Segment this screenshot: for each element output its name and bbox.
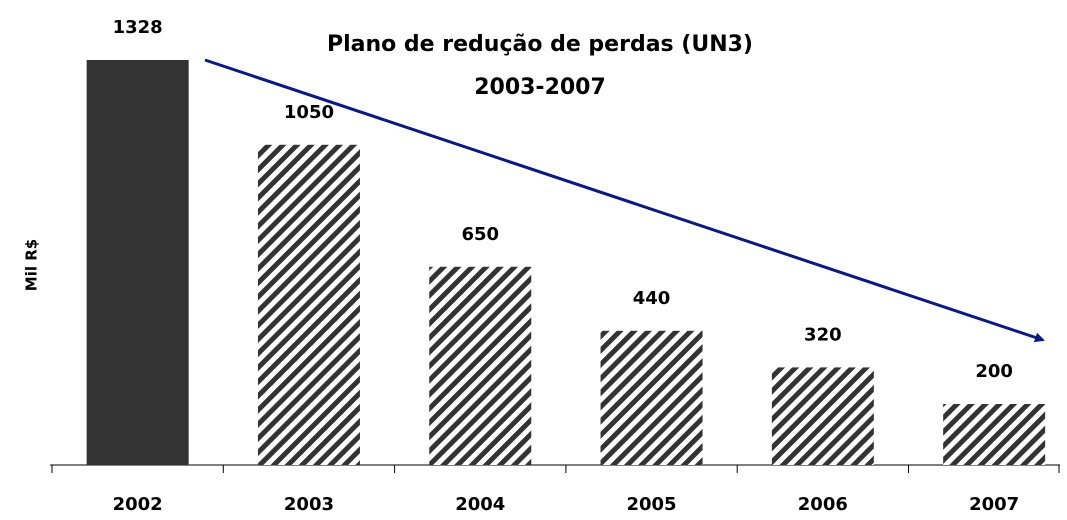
value-label: 200 (975, 361, 1013, 382)
bar (257, 144, 360, 466)
y-axis-label: Mil R$ (23, 239, 41, 291)
value-label: 320 (804, 324, 842, 345)
x-tick-label: 2007 (969, 494, 1019, 515)
bars (86, 60, 1046, 466)
x-tick-label: 2002 (113, 494, 163, 515)
x-tick-label: 2006 (798, 494, 848, 515)
value-label: 1050 (284, 102, 334, 123)
value-label: 650 (461, 224, 499, 245)
bar (943, 404, 1046, 465)
bar (771, 367, 874, 465)
x-tick-label: 2005 (626, 494, 676, 515)
value-label: 1328 (113, 17, 163, 38)
x-tick-label: 2003 (284, 494, 334, 515)
x-tick-label: 2004 (455, 494, 505, 515)
bar (600, 330, 703, 465)
chart-title: Plano de redução de perdas (UN3) (327, 32, 753, 57)
bar (86, 60, 189, 465)
trend-arrow (204, 58, 1045, 343)
chart-subtitle: 2003-2007 (474, 75, 606, 100)
value-label: 440 (633, 288, 671, 309)
bar (429, 266, 532, 465)
